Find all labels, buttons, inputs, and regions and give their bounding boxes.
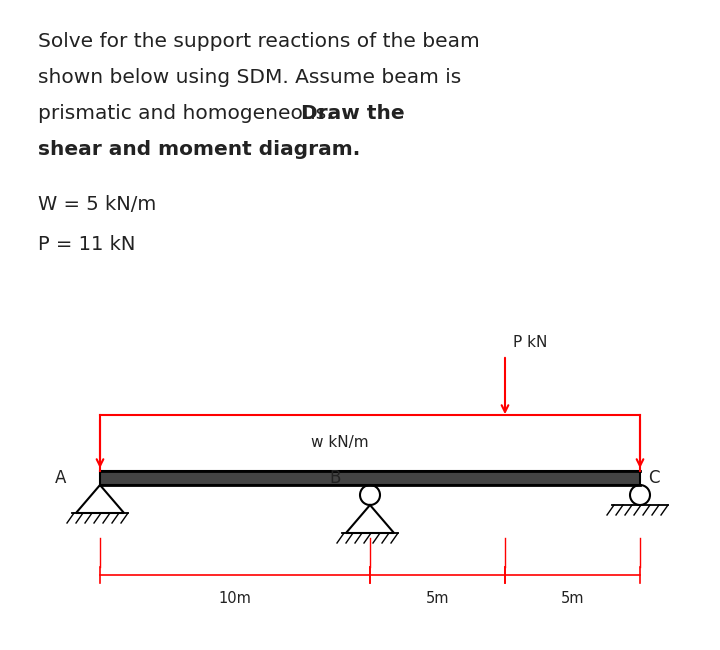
Text: 5m: 5m: [426, 591, 449, 606]
Text: C: C: [648, 469, 660, 487]
Text: shown below using SDM. Assume beam is: shown below using SDM. Assume beam is: [38, 68, 462, 87]
Text: Solve for the support reactions of the beam: Solve for the support reactions of the b…: [38, 32, 480, 51]
Text: A: A: [55, 469, 66, 487]
Text: W = 5 kN/m: W = 5 kN/m: [38, 195, 156, 214]
Text: shear and moment diagram.: shear and moment diagram.: [38, 140, 360, 159]
Text: P kN: P kN: [513, 335, 547, 350]
Text: 10m: 10m: [219, 591, 251, 606]
Text: 5m: 5m: [561, 591, 584, 606]
Text: w kN/m: w kN/m: [311, 436, 369, 450]
Text: Draw the: Draw the: [301, 104, 405, 123]
Bar: [100, 471, 640, 485]
Text: prismatic and homogeneous.: prismatic and homogeneous.: [38, 104, 339, 123]
Text: B: B: [330, 469, 341, 487]
Text: P = 11 kN: P = 11 kN: [38, 235, 135, 254]
